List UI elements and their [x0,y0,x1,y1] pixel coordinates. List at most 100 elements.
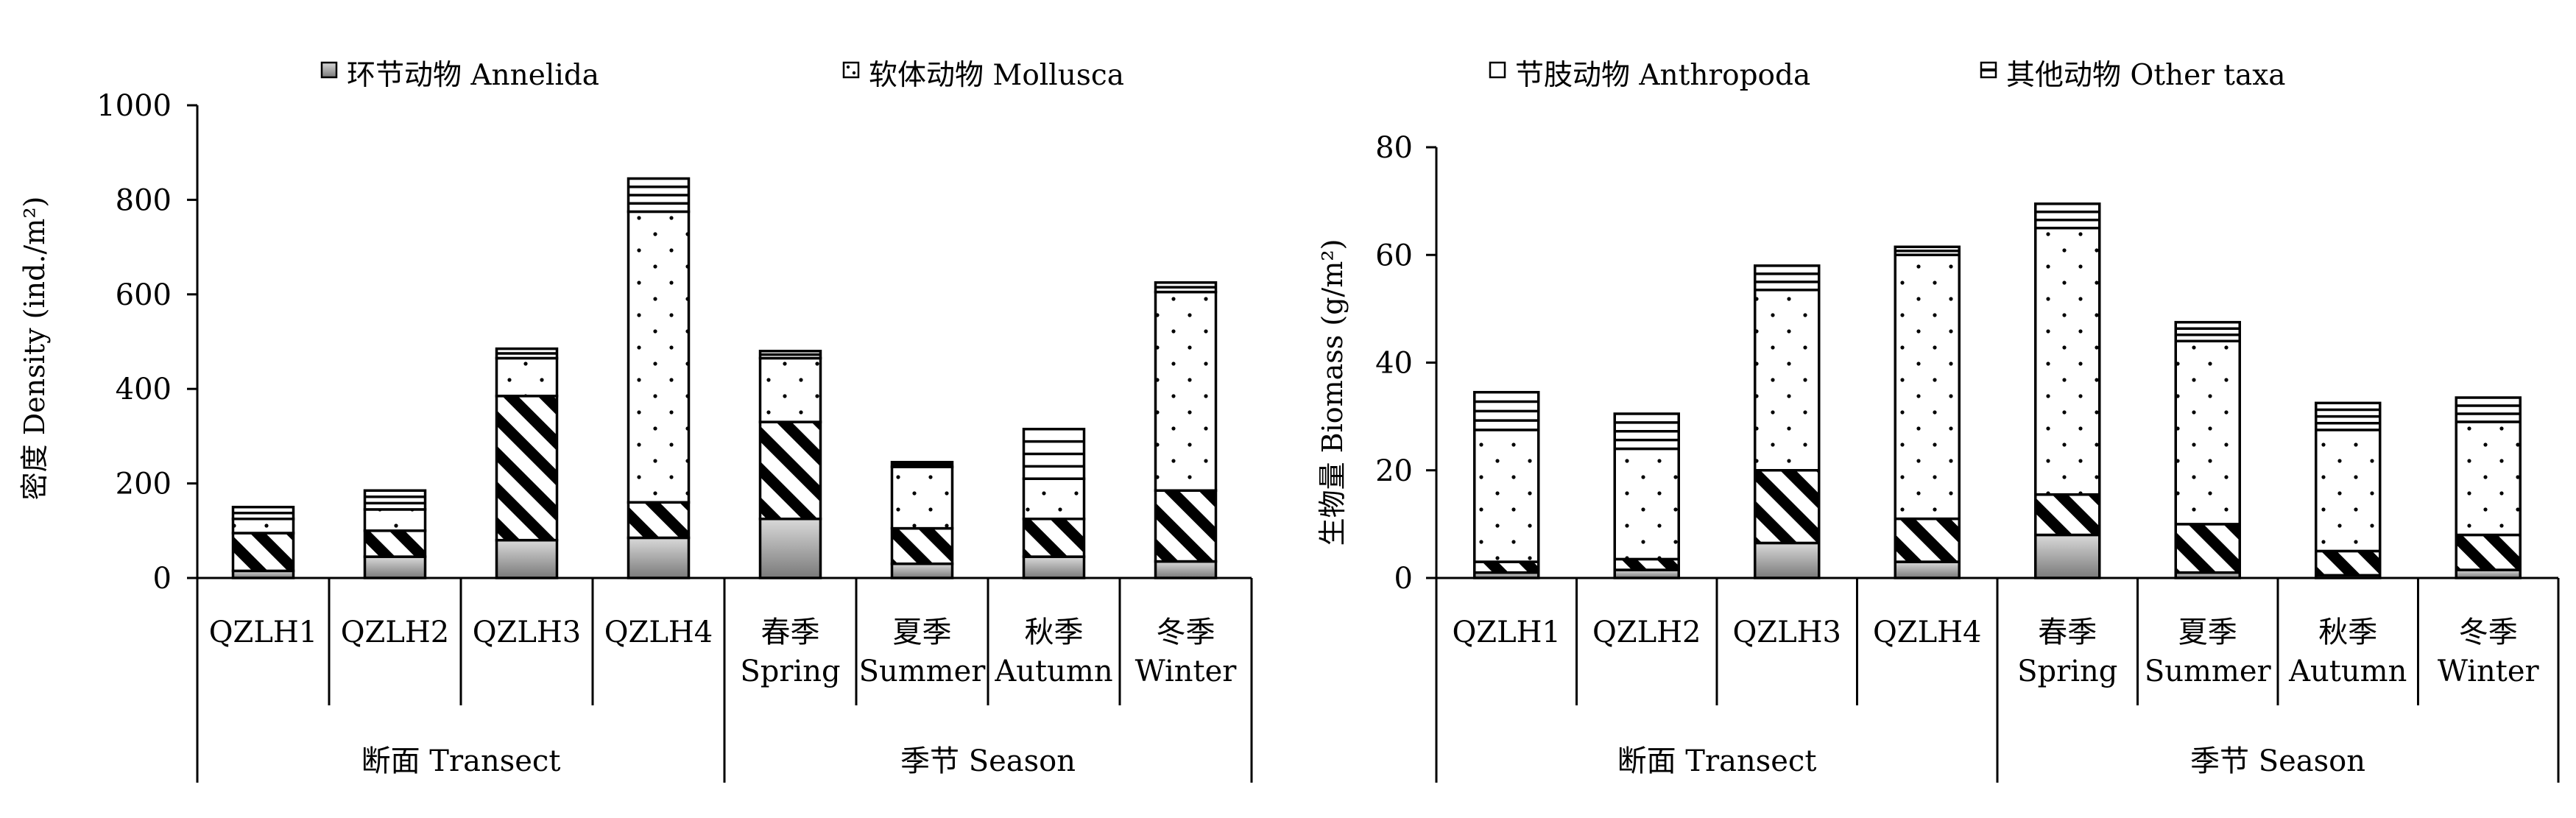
y-tick-label: 0 [1394,562,1413,596]
bar-segment-annelida [1154,560,1218,579]
legend: 环节动物 Annelida 软体动物 Mollusca 节肢动物 Anthrop… [320,59,2285,92]
x-tick-label: QZLH1 [209,616,317,649]
x-tick-label: 夏季 [2178,616,2237,649]
legend-label-mollusca: 软体动物 Mollusca [869,59,1124,92]
bar-segment-arthropoda [1894,517,1961,563]
bar-segment-mollusca [363,508,427,532]
group-label: 断面 Transect [1617,744,1817,778]
bar-segment-annelida [758,518,822,579]
legend-swatch-dot [852,71,856,75]
density-chart: 密度 Density (ind./m²) 0 200 400 600 800 1000 QZ… [18,89,1253,783]
bar-segment-other [2034,202,2101,230]
bar-segment-arthropoda [495,395,559,542]
x-tick-label: QZLH3 [1733,616,1841,649]
x-tick-label: QZLH4 [604,616,713,649]
x-tick-label: QZLH4 [1873,616,1981,649]
group-label: 季节 Season [900,744,1076,778]
y-tick-label: 60 [1375,239,1413,272]
legend-item-mollusca: 软体动物 Mollusca [842,59,1124,92]
x-tick-label: QZLH1 [1453,616,1561,649]
legend-item-arthropoda: 节肢动物 Anthropoda [1489,59,1810,92]
y-tick-label: 80 [1375,131,1413,165]
y-tick-label: 0 [153,562,172,596]
bar-segment-mollusca [1473,429,1540,563]
x-tick-label: Autumn [2288,655,2407,688]
y-tick-label: 200 [116,468,172,501]
x-tick-label: 春季 [2038,616,2097,649]
bar-segment-arthropoda [2455,533,2522,571]
bar-segment-arthropoda [1473,560,1540,574]
x-tick-label: Spring [2017,655,2117,688]
bar-segment-mollusca [1154,290,1218,492]
x-tick-label: 夏季 [893,616,952,649]
bar-segment-mollusca [890,465,954,530]
legend-label-arthropoda: 节肢动物 Anthropoda [1515,59,1810,92]
bar-segment-arthropoda [2034,493,2101,537]
bar-segment-mollusca [2455,420,2522,537]
y-tick-label: 20 [1375,454,1413,488]
x-tick-label: QZLH3 [473,616,581,649]
bar-segment-mollusca [1022,477,1086,521]
bar-segment-annelida [495,538,559,579]
x-tick-label: Summer [2145,655,2272,688]
y-tick-label: 800 [116,183,172,217]
y-tick-label: 600 [116,278,172,312]
bar-segment-other [2455,396,2522,423]
bar-segment-mollusca [495,356,559,398]
bar-segment-arthropoda [1613,557,1680,571]
bar-segment-mollusca [2034,226,2101,496]
x-tick-label: Spring [740,655,840,688]
bar-segment-other [363,489,427,511]
bar-segment-annelida [1022,555,1086,579]
legend-item-annelida: 环节动物 Annelida [320,59,599,92]
bar-segment-arthropoda [627,501,691,540]
legend-label-other: 其他动物 Other taxa [2006,59,2285,92]
bar-segment-annelida [890,562,954,579]
y-axis-title: 密度 Density (ind./m²) [18,197,51,501]
x-tick-label: 冬季 [2459,616,2518,649]
legend-item-other: 其他动物 Other taxa [1980,59,2285,92]
x-tick-label: Winter [2438,655,2540,688]
x-tick-label: Winter [1135,655,1238,688]
x-tick-label: Summer [859,655,987,688]
bar-segment-mollusca [231,518,295,535]
group-label: 断面 Transect [361,744,561,778]
bar-segment-annelida [2034,533,2101,579]
x-tick-label: QZLH2 [1592,616,1701,649]
bar-segment-mollusca [1613,447,1680,561]
legend-swatch-dot [846,65,850,69]
bar-segment-annelida [1754,541,1821,579]
bar-segment-arthropoda [231,532,295,573]
bar-segment-annelida [1894,560,1961,579]
y-tick-label: 400 [116,373,172,406]
bar-segment-arthropoda [2174,523,2241,574]
bar-segment-mollusca [1754,289,1821,472]
y-tick-label: 1000 [96,89,172,123]
bar-segment-arthropoda [758,420,822,521]
bar-segment-other [2174,320,2241,342]
y-tick-label: 40 [1375,347,1413,381]
bar-segment-arthropoda [1754,469,1821,545]
legend-swatch-mollusca [842,61,860,79]
bar-segment-arthropoda [890,526,954,565]
x-tick-label: Autumn [994,655,1112,688]
y-axis-title: 生物量 Biomass (g/m²) [1316,239,1349,546]
bar-segment-annelida [627,536,691,579]
bar-segment-mollusca [1894,253,1961,521]
x-tick-label: 春季 [761,616,820,649]
x-tick-label: QZLH2 [341,616,449,649]
bar-segment-arthropoda [1154,489,1218,563]
x-tick-label: 秋季 [1025,616,1084,649]
legend-swatch-arthropoda [1489,61,1506,79]
bar-segment-arthropoda [2315,549,2382,577]
group-label: 季节 Season [2190,744,2365,778]
bar-segment-mollusca [627,210,691,504]
legend-swatch-annelida [320,61,338,79]
x-tick-label: 秋季 [2318,616,2377,649]
bar-segment-annelida [363,555,427,579]
biomass-chart: 生物量 Biomass (g/m²) 0 20 40 60 80 QZLH1 QZLH2 QZ… [1316,131,2560,783]
bar-segment-mollusca [2315,429,2382,553]
bar-segment-arthropoda [363,529,427,558]
x-tick-label: 冬季 [1157,616,1215,649]
